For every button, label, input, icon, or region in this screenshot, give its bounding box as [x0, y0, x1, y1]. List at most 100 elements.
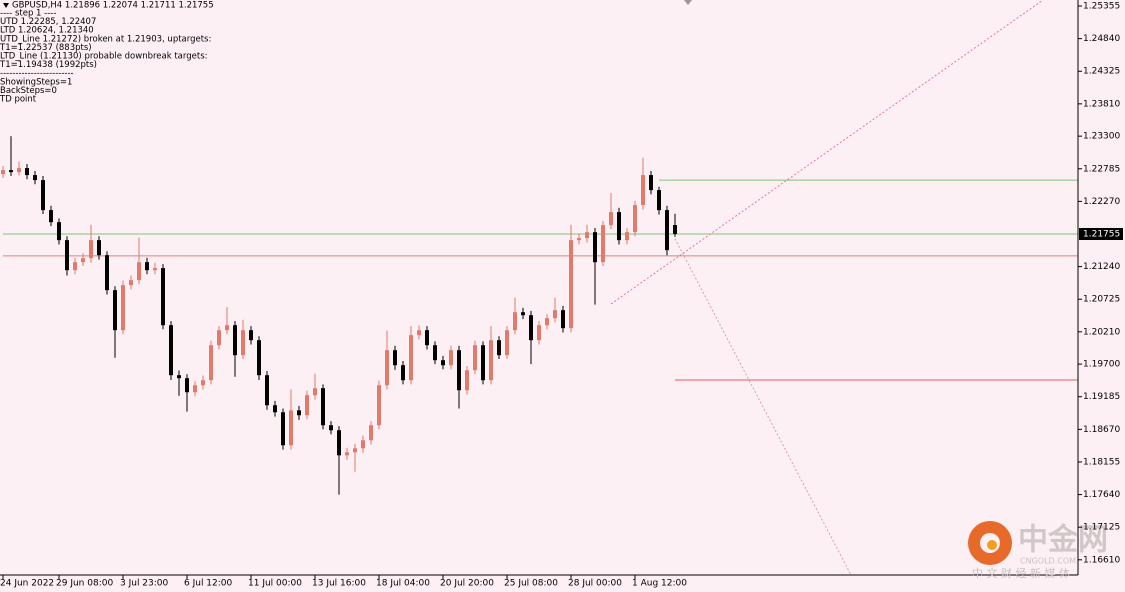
candle-body	[361, 440, 365, 449]
candle-body	[329, 425, 333, 431]
plot-area	[1, 0, 1078, 576]
y-tick-label: 1.19700	[1083, 360, 1120, 370]
scroll-marker	[684, 0, 692, 5]
candle-body	[649, 175, 653, 191]
candle-body	[33, 175, 37, 181]
candle-body	[9, 170, 13, 173]
candle-body	[401, 365, 405, 381]
candle-body	[177, 375, 181, 379]
candle-body	[121, 285, 125, 331]
info-line: T1=1.19438 (1992pts)	[0, 60, 97, 70]
y-tick-label: 1.17125	[1083, 523, 1120, 533]
candle-body	[273, 405, 277, 413]
candle-body	[521, 312, 525, 316]
candle-body	[25, 168, 29, 176]
candle-body	[337, 430, 341, 456]
candle-body	[601, 225, 605, 263]
candle-body	[345, 452, 349, 456]
candle-body	[489, 340, 493, 381]
candle-body	[633, 205, 637, 233]
candle-body	[209, 345, 213, 381]
candle-body	[657, 190, 661, 211]
y-tick-label: 1.24325	[1083, 67, 1120, 77]
candle-body	[449, 350, 453, 366]
candle-body	[129, 280, 133, 286]
candle-body	[265, 375, 269, 406]
candle-body	[465, 370, 469, 391]
y-tick-label: 1.24840	[1083, 34, 1120, 44]
watermark-slogan: 中 文 财 经 新 媒 体	[972, 566, 1070, 580]
candle-body	[377, 385, 381, 426]
candle-body	[73, 262, 77, 271]
candle-body	[289, 410, 293, 446]
candle-body	[89, 240, 93, 259]
x-tick-label: 3 Jul 23:00	[120, 579, 169, 589]
logo-dot	[987, 540, 997, 550]
watermark-domain: CNGOLD.COM	[1020, 557, 1076, 566]
chart-header: GBPUSD,H4 1.21896 1.22074 1.21711 1.2175…	[12, 1, 214, 11]
candle-body	[41, 180, 45, 211]
candle-body	[529, 315, 533, 341]
candle-body	[513, 312, 517, 331]
y-tick-label: 1.23300	[1083, 132, 1120, 142]
candle-body	[57, 222, 61, 241]
candle-body	[249, 330, 253, 341]
y-tick-label: 1.22785	[1083, 164, 1120, 174]
y-tick-label: 1.20725	[1083, 295, 1120, 305]
candle-body	[409, 335, 413, 381]
candle-body	[257, 340, 261, 376]
candle-body	[393, 350, 397, 366]
candle-body	[425, 330, 429, 346]
candle-body	[537, 325, 541, 341]
y-tick-label: 1.16610	[1083, 555, 1120, 565]
candle-body	[1, 170, 5, 175]
last-price-box	[1079, 227, 1123, 240]
y-tick-label: 1.17640	[1083, 490, 1120, 500]
candle-body	[433, 345, 437, 361]
candle-body	[169, 325, 173, 376]
candle-body	[497, 340, 501, 356]
candle-body	[353, 448, 357, 453]
candle-body	[417, 330, 421, 336]
candle-body	[593, 232, 597, 263]
candle-body	[281, 412, 285, 446]
candle-body	[97, 240, 101, 256]
candle-body	[105, 255, 109, 291]
candle-body	[473, 345, 477, 371]
candle-body	[369, 425, 373, 441]
candle-body	[457, 350, 461, 391]
candle-body	[609, 212, 613, 226]
candle-body	[201, 380, 205, 386]
candle-body	[441, 360, 445, 366]
y-tick-label: 1.23810	[1083, 99, 1120, 109]
y-tick-label: 1.20210	[1083, 327, 1120, 337]
candle-body	[561, 310, 565, 329]
info-line: TD point	[0, 95, 37, 105]
candle-body	[617, 212, 621, 241]
x-tick-label: 28 Jul 00:00	[568, 579, 622, 589]
x-tick-label: 25 Jul 08:00	[504, 579, 558, 589]
candle-body	[665, 210, 669, 251]
y-tick-label: 1.25355	[1083, 2, 1120, 12]
candle-body	[297, 410, 301, 416]
candle-body	[113, 290, 117, 331]
info-line: ------------------------	[0, 69, 74, 79]
candle-body	[233, 325, 237, 356]
candle-body	[625, 232, 629, 241]
y-tick-label: 1.21240	[1083, 262, 1120, 272]
candle-body	[553, 310, 557, 319]
candle-body	[569, 240, 573, 329]
menu-arrow[interactable]	[3, 3, 9, 8]
candle-body	[225, 325, 229, 331]
candle-body	[241, 330, 245, 356]
candle-body	[385, 350, 389, 386]
candle-body	[17, 168, 21, 173]
last-price-label: 1.21755	[1083, 229, 1120, 239]
x-tick-label: 6 Jul 12:00	[184, 579, 233, 589]
y-tick-label: 1.19185	[1083, 392, 1120, 402]
x-tick-label: 13 Jul 16:00	[312, 579, 366, 589]
y-tick-label: 1.18155	[1083, 457, 1120, 467]
x-tick-label: 24 Jun 2022	[0, 579, 54, 589]
candle-body	[137, 262, 141, 281]
